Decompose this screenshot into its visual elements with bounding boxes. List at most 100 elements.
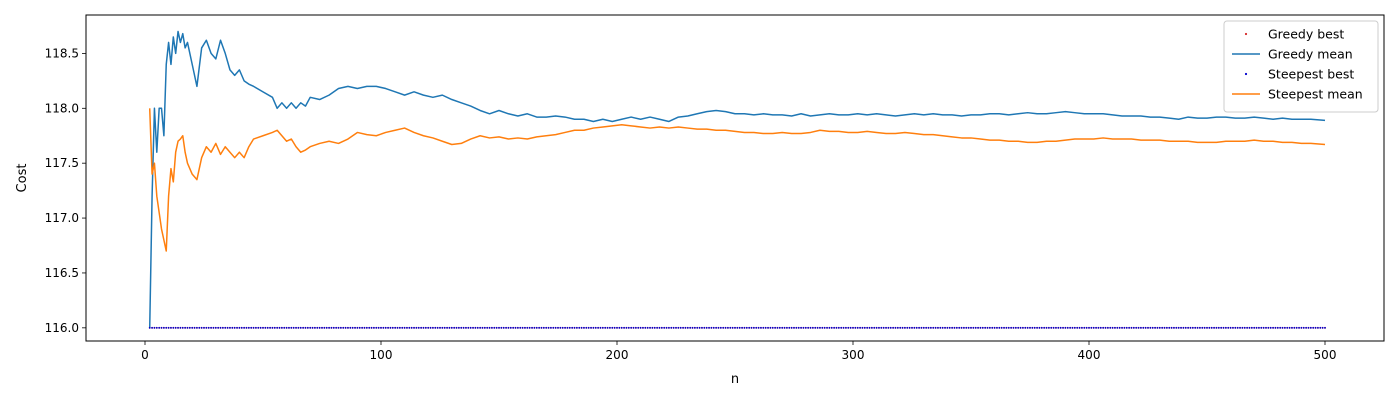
point-steepest-best: [533, 326, 536, 329]
point-steepest-best: [1215, 326, 1218, 329]
y-tick-label: 116.5: [45, 266, 79, 280]
point-steepest-best: [1076, 326, 1079, 329]
x-tick-label: 200: [606, 348, 629, 362]
point-steepest-best: [559, 326, 562, 329]
point-steepest-best: [856, 326, 859, 329]
point-steepest-best: [325, 326, 328, 329]
point-steepest-best: [545, 326, 548, 329]
point-steepest-best: [212, 326, 215, 329]
point-steepest-best: [908, 326, 911, 329]
point-steepest-best: [283, 326, 286, 329]
point-steepest-best: [179, 326, 182, 329]
series-line-steepest-mean: [148, 108, 1326, 252]
point-steepest-best: [771, 326, 774, 329]
point-steepest-best: [1083, 326, 1086, 329]
point-steepest-best: [500, 326, 503, 329]
point-steepest-best: [203, 326, 205, 329]
point-steepest-best: [186, 326, 189, 329]
point-steepest-best: [724, 326, 727, 329]
point-steepest-best: [892, 326, 895, 329]
point-steepest-best: [498, 326, 500, 329]
point-steepest-best: [1099, 326, 1102, 329]
point-steepest-best: [670, 326, 673, 329]
point-steepest-best: [833, 326, 836, 329]
point-steepest-best: [373, 326, 375, 329]
point-steepest-best: [1029, 326, 1031, 329]
legend-label: Greedy best: [1268, 27, 1344, 42]
point-steepest-best: [583, 326, 585, 329]
point-steepest-best: [821, 326, 824, 329]
point-steepest-best: [1140, 326, 1142, 329]
point-steepest-best: [977, 326, 979, 329]
point-steepest-best: [278, 326, 281, 329]
point-steepest-best: [878, 326, 880, 329]
point-steepest-best: [757, 326, 760, 329]
point-steepest-best: [1014, 326, 1017, 329]
point-steepest-best: [568, 326, 571, 329]
point-steepest-best: [219, 326, 222, 329]
point-steepest-best: [656, 326, 659, 329]
point-steepest-best: [849, 326, 852, 329]
point-steepest-best: [1206, 326, 1208, 329]
point-steepest-best: [1267, 326, 1270, 329]
point-steepest-best: [552, 326, 555, 329]
point-steepest-best: [328, 326, 330, 329]
point-steepest-best: [925, 326, 928, 329]
point-steepest-best: [564, 326, 566, 329]
point-steepest-best: [1069, 326, 1072, 329]
point-steepest-best: [493, 326, 496, 329]
point-steepest-best: [259, 326, 262, 329]
point-steepest-best: [262, 326, 264, 329]
point-steepest-best: [1321, 326, 1324, 329]
point-steepest-best: [823, 326, 826, 329]
point-steepest-best: [1040, 326, 1043, 329]
point-steepest-best: [177, 326, 179, 329]
point-steepest-best: [840, 326, 843, 329]
point-steepest-best: [665, 326, 668, 329]
point-steepest-best: [854, 326, 857, 329]
point-steepest-best: [830, 326, 833, 329]
point-steepest-best: [1309, 326, 1312, 329]
point-steepest-best: [915, 326, 918, 329]
point-steepest-best: [828, 326, 831, 329]
point-steepest-best: [988, 326, 991, 329]
point-steepest-best: [1201, 326, 1204, 329]
point-steepest-best: [1227, 326, 1230, 329]
point-steepest-best: [1158, 326, 1161, 329]
point-steepest-best: [613, 326, 616, 329]
point-steepest-best: [1033, 326, 1036, 329]
point-steepest-best: [1305, 326, 1308, 329]
point-steepest-best: [663, 326, 666, 329]
point-steepest-best: [174, 326, 177, 329]
point-steepest-best: [693, 326, 696, 329]
point-steepest-best: [1319, 326, 1322, 329]
x-tick-label: 300: [842, 348, 865, 362]
point-steepest-best: [573, 326, 576, 329]
point-steepest-best: [578, 326, 581, 329]
point-steepest-best: [288, 326, 290, 329]
point-steepest-best: [358, 326, 361, 329]
point-steepest-best: [1000, 326, 1003, 329]
point-steepest-best: [1246, 326, 1249, 329]
point-steepest-best: [486, 326, 489, 329]
point-steepest-best: [788, 326, 791, 329]
point-steepest-best: [1187, 326, 1190, 329]
y-axis-label: Cost: [15, 164, 30, 193]
point-steepest-best: [292, 326, 295, 329]
point-steepest-best: [1026, 326, 1029, 329]
point-steepest-best: [731, 326, 734, 329]
point-steepest-best: [1097, 326, 1100, 329]
point-steepest-best: [266, 326, 269, 329]
point-steepest-best: [160, 326, 163, 329]
point-steepest-best: [1003, 326, 1005, 329]
point-steepest-best: [365, 326, 368, 329]
point-steepest-best: [1055, 326, 1057, 329]
point-steepest-best: [859, 326, 861, 329]
point-steepest-best: [148, 326, 151, 329]
point-steepest-best: [1106, 326, 1109, 329]
point-steepest-best: [1276, 326, 1279, 329]
point-steepest-best: [476, 326, 479, 329]
point-steepest-best: [1272, 326, 1274, 329]
point-steepest-best: [165, 326, 168, 329]
point-steepest-best: [394, 326, 397, 329]
